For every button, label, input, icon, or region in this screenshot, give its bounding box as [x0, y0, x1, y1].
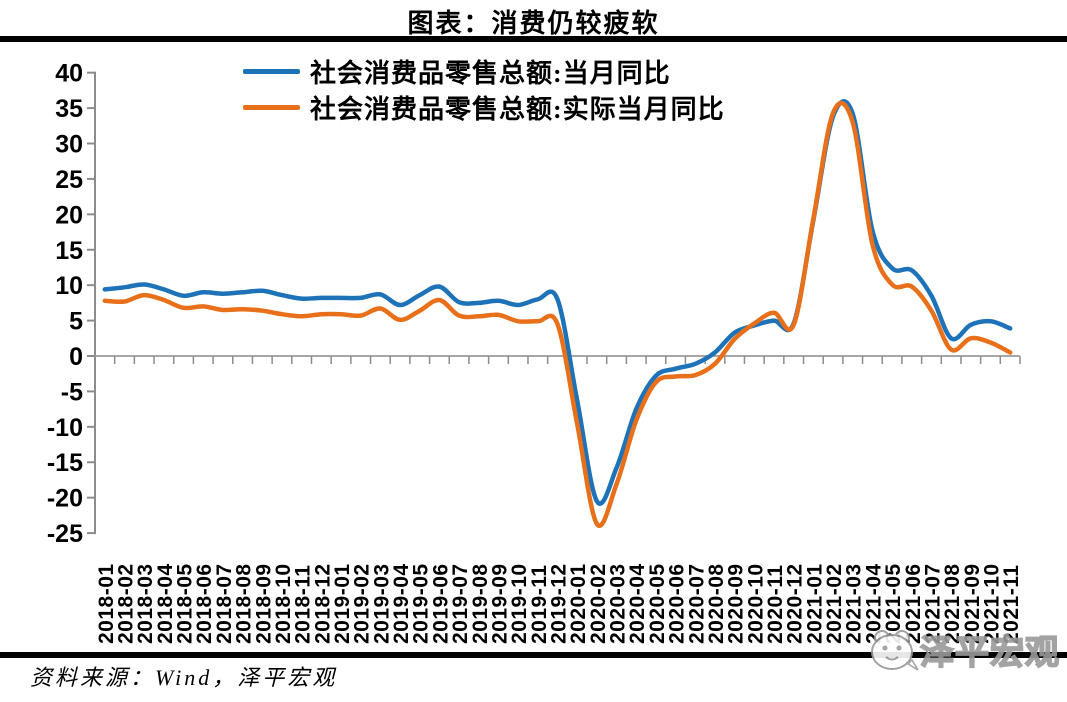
x-tick-label: 2018-11 [292, 565, 315, 644]
x-tick-label: 2020-11 [764, 565, 787, 644]
x-tick-label: 2019-02 [351, 563, 374, 644]
x-tick-label: 2021-06 [902, 563, 925, 644]
y-tick-label: -25 [47, 520, 83, 548]
x-tick-label: 2019-03 [370, 563, 393, 644]
x-tick-label: 2018-03 [134, 563, 157, 644]
series-lines [102, 99, 1013, 529]
legend-line-marker-orange [243, 104, 300, 110]
x-tick-label: 2019-09 [489, 563, 512, 644]
x-tick-label: 2018-12 [311, 563, 334, 644]
y-tick-label: 25 [55, 166, 83, 194]
bottom-divider-rule [0, 652, 1067, 658]
y-tick-label: 0 [69, 343, 83, 371]
x-tick-label: 2021-03 [843, 563, 866, 644]
x-tick-label: 2020-10 [744, 563, 767, 644]
x-tick-label: 2018-06 [193, 563, 216, 644]
panda-logo-icon [871, 630, 919, 671]
y-tick-label: 10 [55, 272, 83, 300]
x-tick-label: 2021-07 [921, 563, 944, 644]
x-tick-label: 2018-01 [95, 563, 118, 644]
legend-label-real: 社会消费品零售总额:实际当月同比 [310, 94, 725, 124]
y-tick-label: 40 [55, 60, 83, 88]
x-tick-label: 2018-09 [252, 563, 275, 644]
x-axis: 2018-012018-022018-032018-042018-052018-… [94, 355, 1023, 644]
y-tick-label: 5 [69, 308, 83, 336]
chart-title: 图表：消费仍较疲软 [407, 9, 660, 38]
x-tick-label: 2018-07 [213, 563, 236, 644]
x-tick-label: 2019-04 [390, 563, 413, 644]
x-tick-label: 2019-05 [410, 563, 433, 644]
legend-item-nominal: 社会消费品零售总额:当月同比 [243, 53, 725, 89]
watermark-text: 泽平宏观 [920, 633, 1060, 672]
x-tick-label: 2021-10 [981, 563, 1004, 644]
y-tick-label: -15 [47, 449, 83, 477]
legend-item-real: 社会消费品零售总额:实际当月同比 [243, 89, 725, 125]
y-tick-label: -20 [47, 485, 83, 513]
y-tick-label: 30 [55, 131, 83, 159]
x-tick-label: 2020-05 [646, 563, 669, 644]
y-tick-label: -5 [61, 378, 83, 406]
y-axis: 40 35 30 25 20 15 10 5 0 -5 -10 -15 -20 -25 [47, 60, 96, 548]
y-tick-label: 20 [55, 201, 83, 229]
x-tick-label: 2019-07 [449, 563, 472, 644]
x-tick-label: 2021-09 [961, 563, 984, 644]
x-tick-label: 2020-04 [626, 563, 649, 644]
x-tick-label: 2018-05 [174, 563, 197, 644]
x-tick-label: 2020-08 [705, 563, 728, 644]
x-tick-label: 2019-10 [508, 563, 531, 644]
x-tick-label: 2020-02 [587, 563, 610, 644]
watermark: 泽平宏观 [871, 630, 1060, 673]
x-tick-label: 2018-10 [272, 563, 295, 644]
x-tick-label: 2018-04 [154, 563, 177, 644]
source-note: 资料来源：Wind，泽平宏观 [30, 665, 338, 690]
legend-label-nominal: 社会消费品零售总额:当月同比 [310, 58, 671, 88]
y-tick-label: 15 [55, 237, 83, 265]
x-tick-label: 2018-02 [115, 563, 138, 644]
x-tick-label: 2021-02 [823, 563, 846, 644]
x-tick-label: 2021-01 [803, 563, 826, 644]
x-tick-label: 2018-08 [233, 563, 256, 644]
x-tick-label: 2019-01 [331, 563, 354, 644]
x-tick-label: 2019-12 [548, 563, 571, 644]
x-tick-label: 2019-08 [469, 563, 492, 644]
x-tick-label: 2020-03 [607, 563, 630, 644]
x-tick-label: 2021-04 [862, 563, 885, 644]
x-tick-label: 2021-08 [941, 563, 964, 644]
x-tick-label: 2020-09 [725, 563, 748, 644]
x-tick-label: 2020-12 [784, 563, 807, 644]
series-line-real [102, 100, 1013, 529]
y-tick-label: -10 [47, 414, 83, 442]
x-tick-label: 2019-06 [429, 563, 452, 644]
y-tick-label: 35 [55, 95, 83, 123]
x-tick-label: 2020-06 [666, 563, 689, 644]
legend-line-marker-blue [243, 68, 300, 74]
legend: 社会消费品零售总额:当月同比 社会消费品零售总额:实际当月同比 [243, 53, 725, 125]
x-tick-label: 2020-07 [685, 563, 708, 644]
top-divider-rule [0, 36, 1067, 42]
x-tick-label: 2021-05 [882, 563, 905, 644]
x-tick-label: 2020-01 [567, 563, 590, 644]
x-tick-label: 2019-11 [528, 565, 551, 644]
x-tick-label: 2021-11 [1000, 565, 1023, 644]
series-line-nominal [102, 99, 1013, 506]
